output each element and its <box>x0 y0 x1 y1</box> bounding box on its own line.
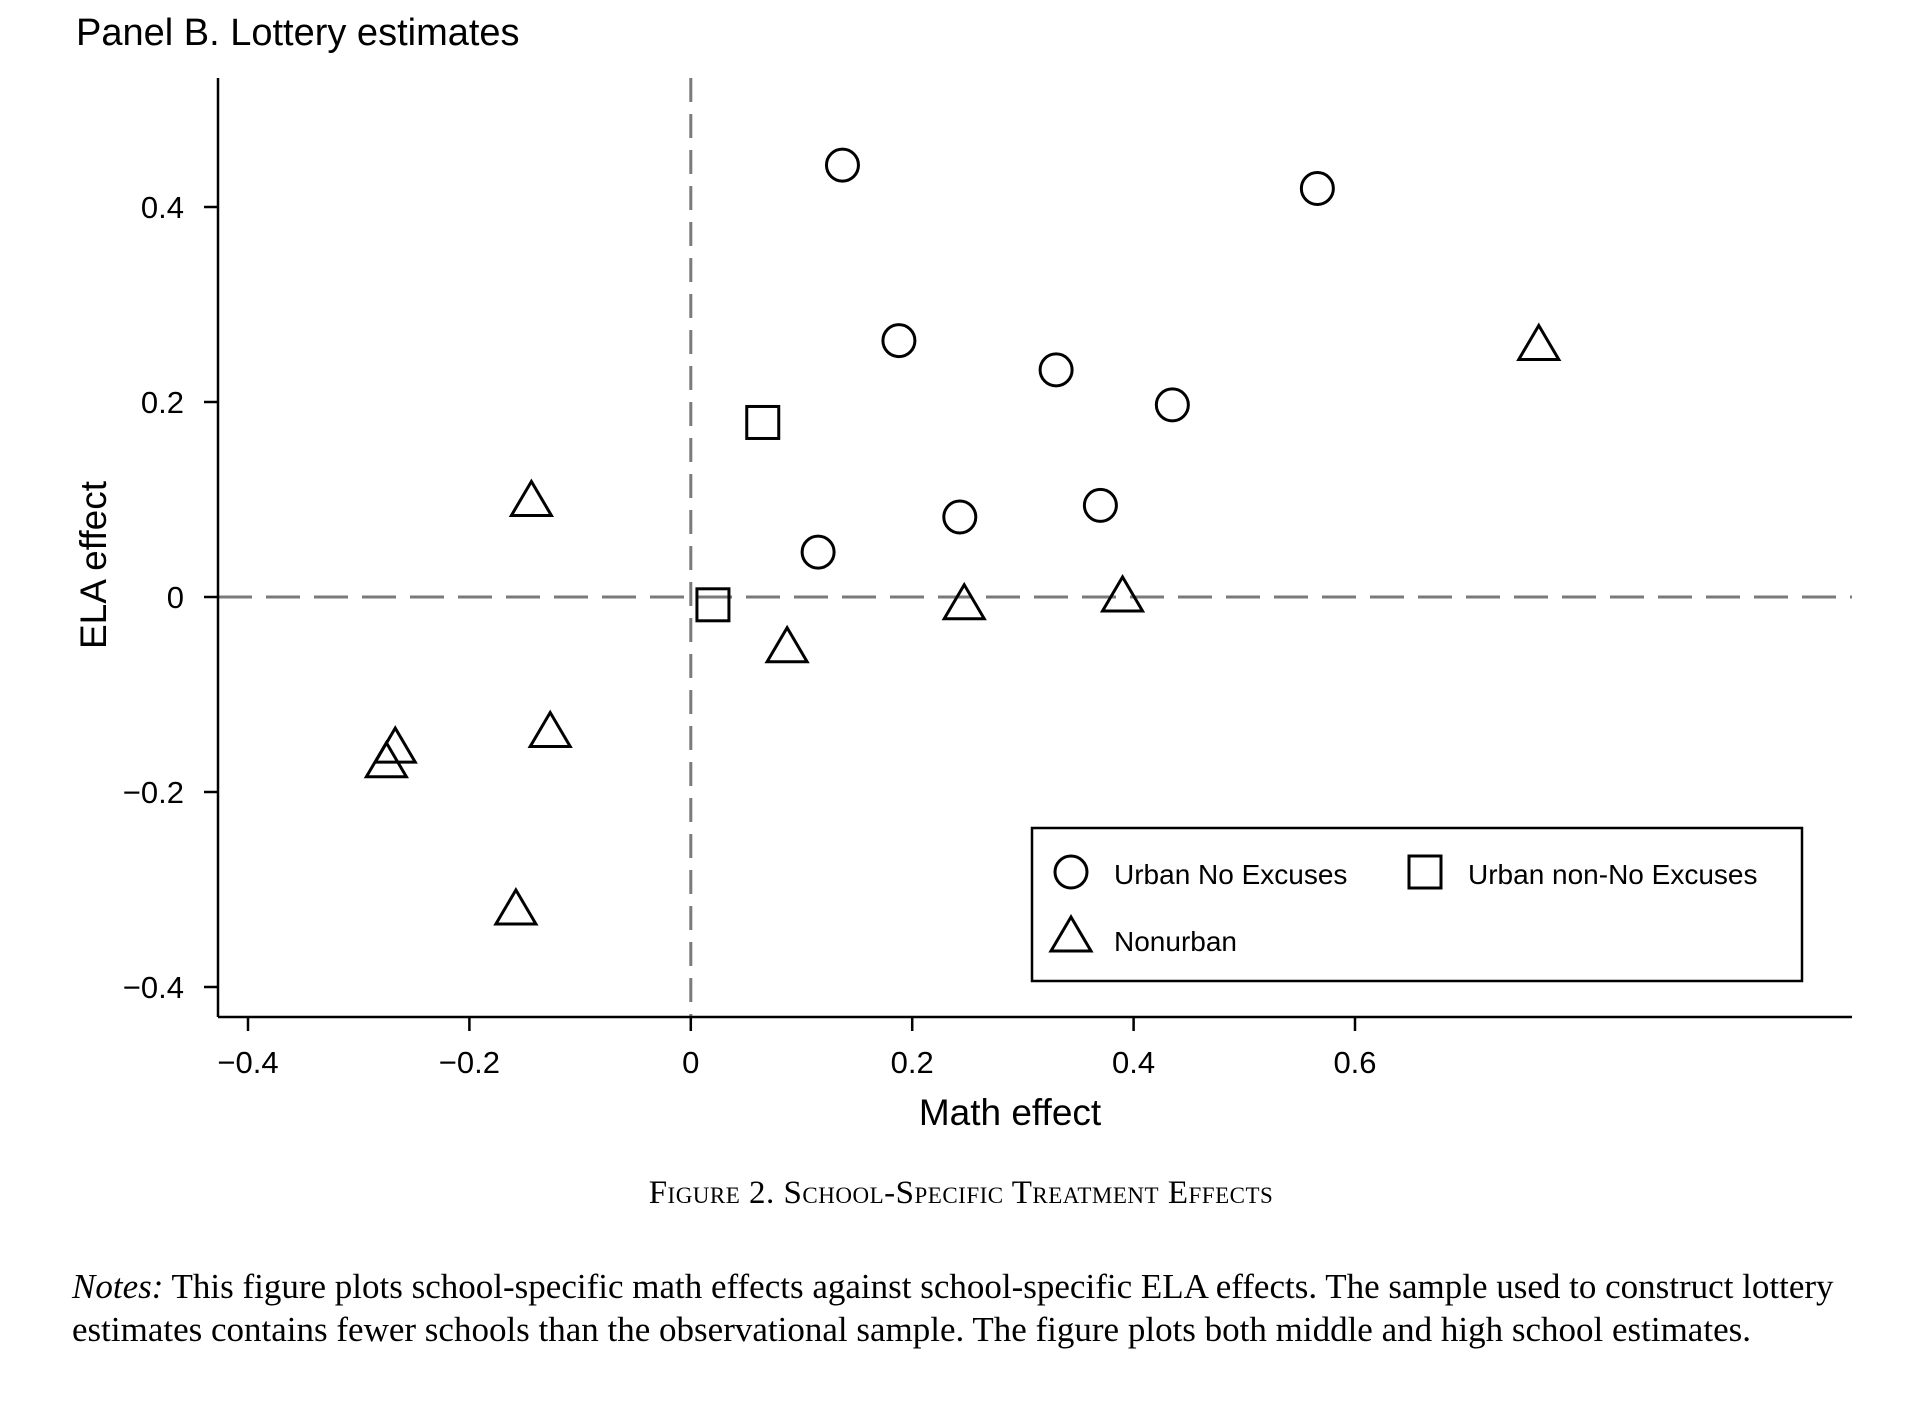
y-tick-label: 0 <box>167 580 184 615</box>
circle-marker <box>881 323 917 359</box>
scatter-chart: −0.4 −0.2 0 0.2 0.4 0.6 −0.4 −0.2 0 0.2 0.4 Urban … <box>73 78 1852 1133</box>
triangle-marker <box>941 581 987 621</box>
figure-caption: Figure 2. School-Specific Treatment Effe… <box>648 1175 1274 1211</box>
y-tick-label: −0.2 <box>123 775 184 810</box>
square-marker <box>695 587 731 623</box>
notes-text: This figure plots school-specific math e… <box>72 1267 1834 1349</box>
circle-marker <box>1299 170 1335 206</box>
x-tick-label: 0.2 <box>891 1045 934 1080</box>
circle-marker <box>1038 352 1074 388</box>
circle-marker <box>800 534 836 570</box>
legend-box <box>1030 826 1804 983</box>
triangle-marker <box>1516 322 1562 361</box>
x-axis-label: Math effect <box>919 1092 1102 1133</box>
y-tick-label: −0.4 <box>123 970 184 1005</box>
triangle-marker <box>363 739 409 779</box>
circle-marker <box>942 499 978 535</box>
x-tick-label: 0.4 <box>1112 1045 1155 1080</box>
chart-title: Panel B. Lottery estimates <box>76 12 520 54</box>
y-tick-label: 0.2 <box>141 385 184 420</box>
x-tick-label: 0.6 <box>1333 1045 1376 1080</box>
circle-marker <box>1082 487 1118 523</box>
y-axis-label: ELA effect <box>73 480 114 649</box>
legend-triangle-icon <box>1048 914 1094 953</box>
legend: Urban No Excuses Urban non-No Excuses Nonu… <box>1030 826 1804 983</box>
data-markers <box>363 147 1562 926</box>
x-tick-label: −0.2 <box>439 1045 500 1080</box>
legend-label: Urban non-No Excuses <box>1468 859 1757 890</box>
y-tick-label: 0.4 <box>141 190 184 225</box>
x-tick-label: 0 <box>682 1045 699 1080</box>
triangle-marker <box>493 887 539 926</box>
legend-label: Urban No Excuses <box>1114 859 1347 890</box>
circle-marker <box>1154 387 1190 423</box>
axes: −0.4 −0.2 0 0.2 0.4 0.6 −0.4 −0.2 0 0.2 0.4 <box>123 78 1852 1080</box>
reference-lines <box>218 78 1852 1017</box>
triangle-marker <box>527 709 573 749</box>
legend-label: Nonurban <box>1114 926 1237 957</box>
triangle-marker <box>764 624 810 664</box>
legend-circle-icon <box>1053 854 1089 890</box>
x-tick-label: −0.4 <box>217 1045 278 1080</box>
square-marker <box>745 404 781 440</box>
triangle-marker <box>508 478 555 517</box>
legend-square-icon <box>1407 854 1443 890</box>
notes-label: Notes: <box>72 1267 164 1306</box>
triangle-marker <box>1099 574 1146 613</box>
figure-notes: Notes: This figure plots school-specific… <box>72 1265 1858 1351</box>
circle-marker <box>824 147 860 183</box>
